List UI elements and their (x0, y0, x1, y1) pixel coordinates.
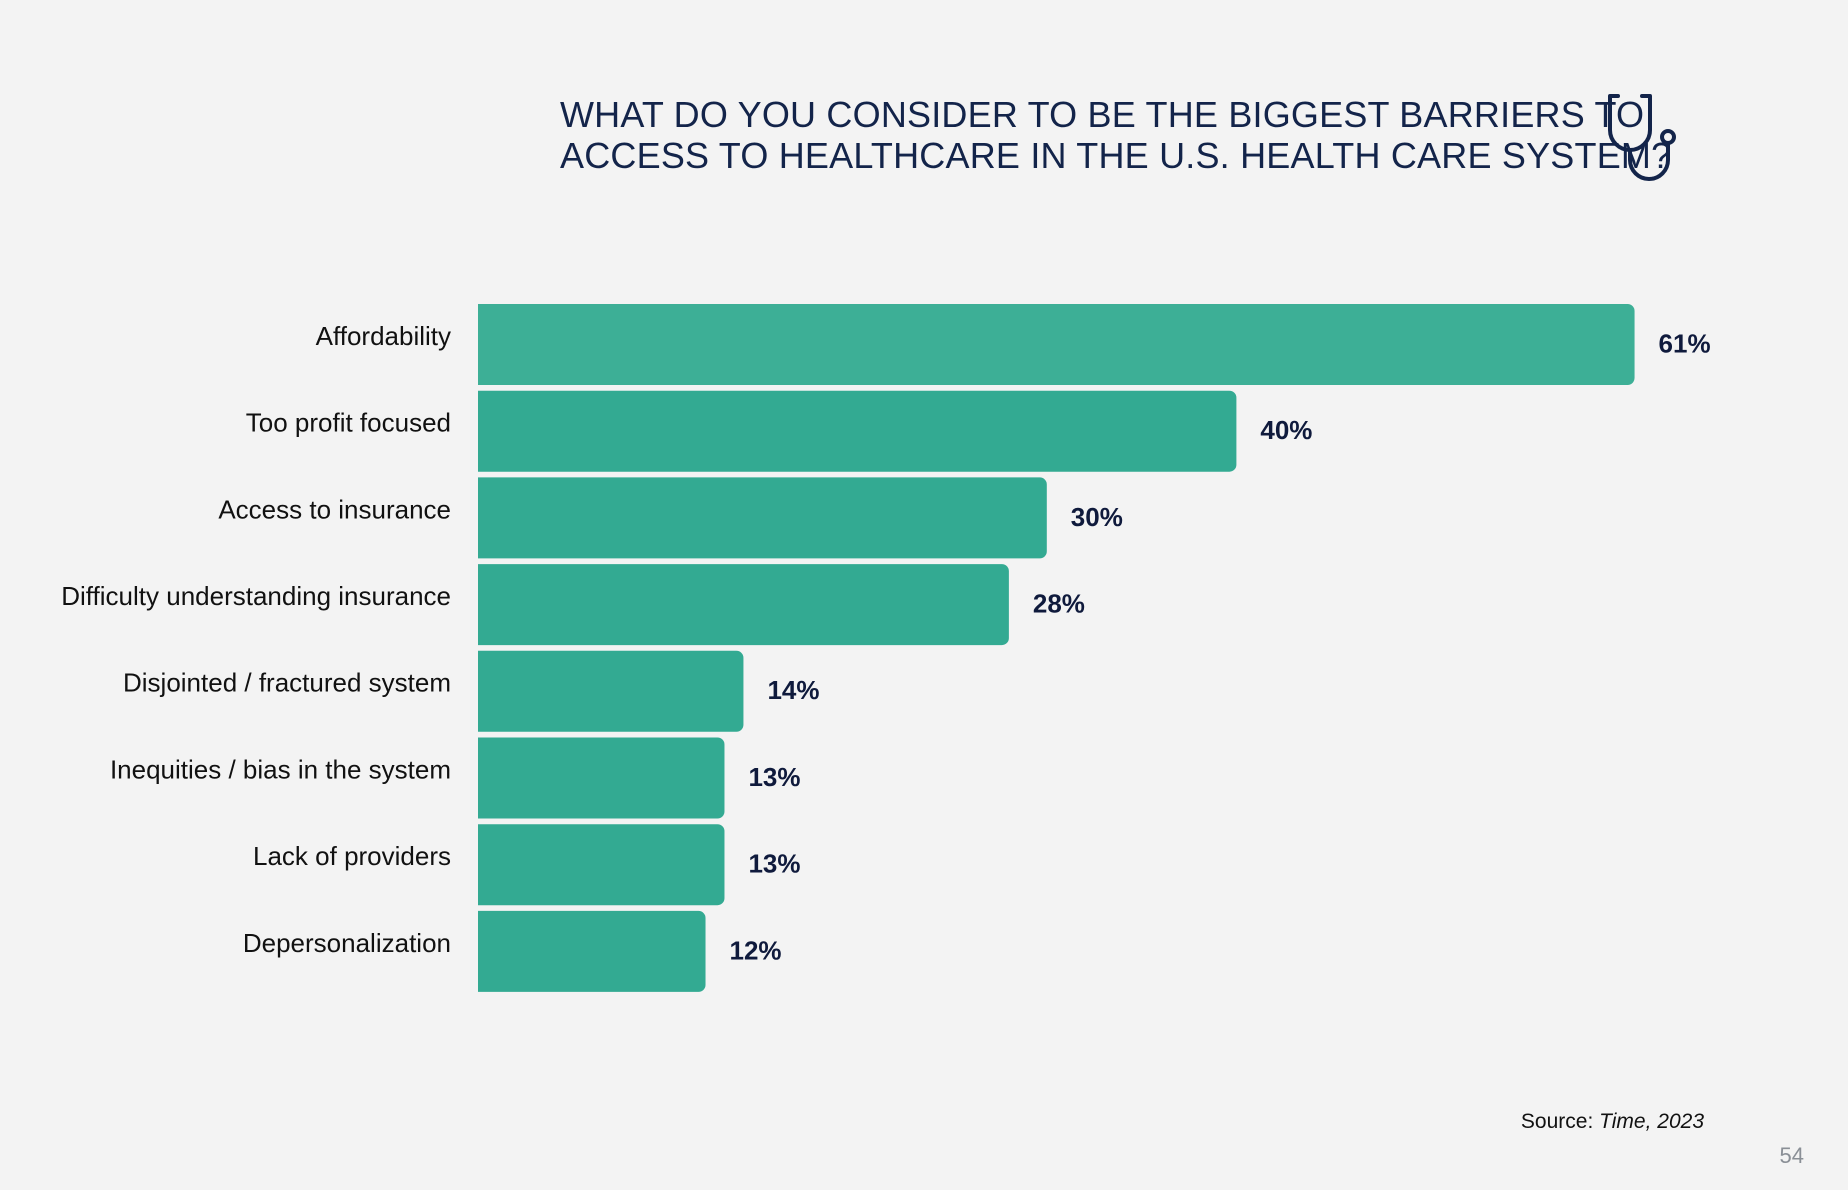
value-label-7: 13% (748, 849, 800, 879)
source-prefix: Source: (1520, 1110, 1600, 1133)
category-label-1: Affordability (316, 321, 451, 351)
value-label-1: 61% (1659, 328, 1711, 358)
value-label-8: 12% (730, 935, 782, 965)
chart-title: WHAT DO YOU CONSIDER TO BE THE BIGGEST B… (560, 94, 1672, 176)
category-label-4: Difficulty understanding insurance (61, 581, 451, 611)
bar-5 (478, 650, 744, 732)
bar-1 (478, 304, 1635, 385)
bar-6 (478, 737, 725, 819)
bar-8 (478, 910, 706, 992)
category-labels-layer: Affordability Too profit focused Access to… (61, 321, 451, 958)
page-number: 54 (1779, 1143, 1804, 1168)
bar-2 (478, 390, 1237, 472)
value-label-6: 13% (748, 762, 800, 792)
category-label-3: Access to insurance (218, 494, 451, 524)
category-label-6: Inequities / bias in the system (110, 754, 451, 784)
source-note: Source: Time, 2023 (1521, 1110, 1704, 1134)
source-citation: Time, 2023 (1599, 1110, 1704, 1133)
bar-4 (478, 564, 1009, 646)
stethoscope-icon (1608, 94, 1676, 181)
value-label-5: 14% (767, 675, 819, 705)
value-label-2: 40% (1260, 415, 1312, 445)
bar-7 (478, 824, 725, 906)
bars-layer (478, 304, 1635, 992)
chart-title-line-2: ACCESS TO HEALTHCARE IN THE U.S. HEALTH … (560, 135, 1672, 176)
bar-chart: Affordability Too profit focused Access to… (61, 304, 1711, 992)
category-label-8: Depersonalization (243, 928, 451, 958)
value-labels-layer: 61% 40% 30% 28% 14% 13% 13% 12% (730, 328, 1711, 965)
value-label-4: 28% (1033, 588, 1085, 618)
category-label-5: Disjointed / fractured system (123, 668, 451, 698)
category-label-2: Too profit focused (246, 408, 451, 438)
chart-title-line-1: WHAT DO YOU CONSIDER TO BE THE BIGGEST B… (560, 94, 1645, 135)
category-label-7: Lack of providers (253, 841, 451, 871)
value-label-3: 30% (1071, 502, 1123, 532)
bar-3 (478, 477, 1047, 559)
